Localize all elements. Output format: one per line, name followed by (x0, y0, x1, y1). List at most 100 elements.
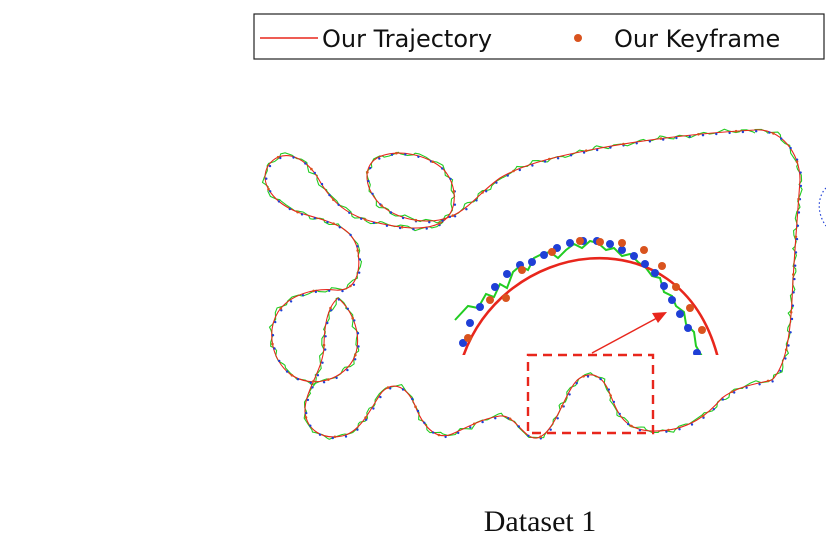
trajectory-point (789, 146, 792, 150)
trajectory-point (292, 156, 295, 159)
trajectory-point (441, 167, 444, 170)
trajectory-point (344, 435, 348, 438)
trajectory-point (416, 409, 420, 413)
trajectory-point (549, 428, 552, 431)
trajectory-point (268, 164, 272, 168)
trajectory-point (568, 393, 571, 396)
trajectory-point (313, 171, 316, 175)
keyframe-point (584, 149, 588, 152)
keyframe-point (451, 214, 455, 217)
inset-keyframe-point (486, 296, 494, 304)
trajectory-point (305, 411, 308, 415)
keyframe-point (332, 222, 335, 225)
inset-keyframe-point (658, 262, 666, 270)
keyframe-point (333, 435, 337, 439)
keyframe-point (327, 378, 330, 381)
trajectory-point (289, 300, 293, 303)
trajectory-point (678, 428, 681, 431)
inset-keyframe-point (618, 239, 626, 247)
trajectory-point (794, 264, 797, 267)
trajectory-point (791, 304, 795, 307)
inset-trajectory-point (566, 239, 574, 247)
keyframe-point (296, 210, 299, 214)
trajectory-point (733, 391, 736, 394)
inset-trajectory-point (528, 258, 536, 266)
trajectory-point (432, 431, 435, 434)
trajectory-point (352, 283, 356, 286)
keyframe-point (659, 137, 663, 140)
trajectory-point (389, 387, 392, 390)
trajectory-point (369, 166, 372, 170)
inset-trajectory-point (641, 260, 649, 268)
trajectory-point (799, 171, 802, 174)
trajectory-point (627, 422, 630, 426)
trajectory-point (648, 140, 652, 143)
trajectory-point (745, 386, 748, 389)
trajectory-point (311, 386, 314, 389)
trajectory-point (337, 298, 341, 301)
zoom-arrow (591, 312, 667, 354)
trajectory-point (401, 216, 405, 220)
trajectory-point (328, 193, 331, 197)
trajectory-point (789, 331, 792, 334)
keyframe-point (310, 167, 313, 171)
keyframe-point (548, 157, 551, 161)
keyframe-point (452, 190, 456, 193)
inset-trajectory-point (630, 252, 638, 260)
figure-caption: Dataset 1 (484, 505, 596, 538)
trajectory-point (354, 358, 357, 361)
keyframe-point (276, 155, 280, 159)
trajectory-point (277, 200, 281, 203)
trajectory-point (271, 334, 275, 337)
trajectory-point (690, 423, 694, 426)
legend-frame (253, 13, 825, 60)
trajectory-point (469, 426, 472, 429)
keyframe-point (582, 375, 585, 378)
inset-keyframe-point (672, 283, 680, 291)
keyframe-point (414, 218, 418, 222)
trajectory-point (356, 332, 360, 335)
trajectory-point (401, 388, 405, 391)
inset-trajectory-point (606, 240, 614, 248)
keyframe-point (290, 374, 294, 377)
trajectory-point (417, 155, 420, 158)
inset-trajectory-point (618, 246, 626, 254)
trajectory-point (321, 361, 324, 364)
trajectory-point (389, 211, 393, 214)
trajectory-point (792, 291, 795, 294)
inset-keyframe-point (548, 248, 556, 256)
inset-trajectory-point (540, 251, 548, 259)
keyframe-point (267, 187, 270, 191)
trajectory-point (326, 321, 329, 325)
trajectory-point (586, 375, 590, 378)
legend-trajectory-label: Our Trajectory (322, 25, 492, 53)
trajectory-point (675, 136, 678, 140)
trajectory-point (453, 203, 457, 206)
keyframe-point (560, 404, 564, 408)
trajectory-point (412, 228, 415, 231)
trajectory-point (715, 132, 718, 136)
trajectory-point (796, 224, 800, 227)
trajectory-point (358, 258, 362, 261)
trajectory-point (428, 221, 431, 224)
trajectory-point (665, 430, 668, 433)
trajectory-point (301, 294, 305, 297)
trajectory-point (356, 245, 359, 248)
zoom-inset (445, 232, 735, 355)
keyframe-point (395, 151, 398, 155)
trajectory-point (758, 383, 761, 386)
trajectory-point (348, 211, 351, 214)
trajectory-point (662, 138, 665, 141)
trajectory-point (338, 226, 341, 229)
trajectory-point (457, 431, 460, 435)
legend-keyframe-swatch (574, 34, 582, 42)
trajectory-point (444, 435, 447, 439)
series-our-trajectory (264, 129, 801, 439)
keyframe-point (437, 433, 441, 437)
keyframe-point (795, 160, 799, 163)
inset-trajectory-point (668, 296, 676, 304)
trajectory-point (324, 348, 327, 351)
inset-trajectory-point (466, 319, 474, 327)
trajectory-point (449, 177, 452, 181)
keyframe-point (356, 249, 360, 252)
